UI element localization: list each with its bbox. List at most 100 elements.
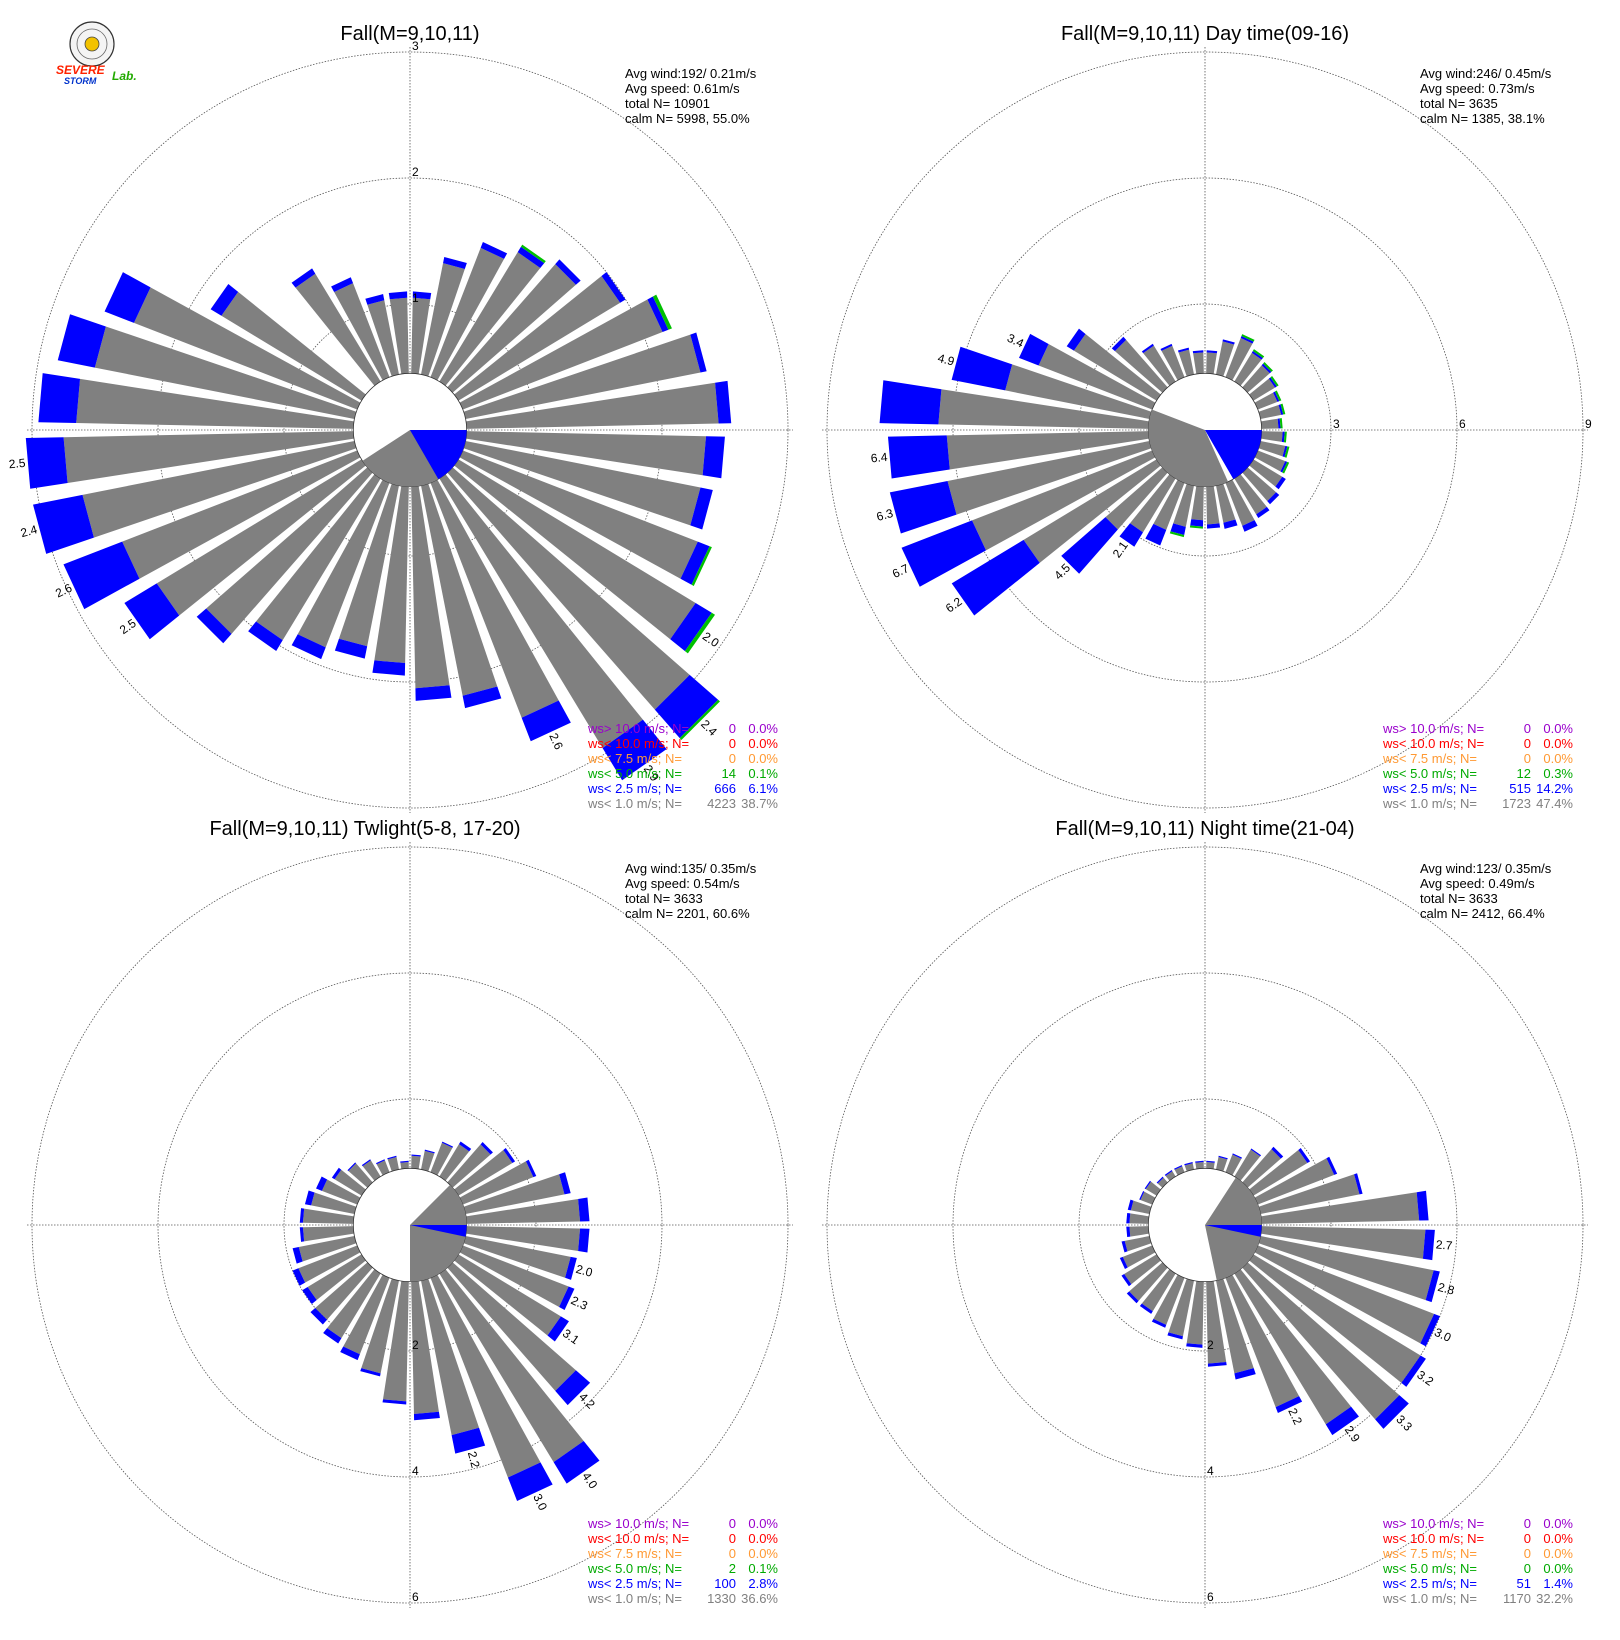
bar-value-label: 2.8 (1436, 1280, 1456, 1298)
range-ring (952, 177, 1458, 683)
wind-bar-segment (327, 1269, 381, 1339)
bar-value-label: 2.0 (574, 1262, 594, 1280)
wind-bar-segment (1169, 531, 1185, 538)
ring-label: 6 (1459, 417, 1466, 431)
legend-count: 12 (1517, 766, 1531, 781)
legend-percent: 36.6% (741, 1591, 778, 1606)
wind-bar-segment (256, 474, 381, 641)
wind-bar-segment (63, 541, 140, 610)
wind-bar-segment (1274, 390, 1282, 402)
wind-bar-segment (1326, 1156, 1338, 1175)
wind-bar-segment (1126, 1226, 1131, 1238)
wind-bar-segment (1144, 1180, 1151, 1190)
wind-bar-segment (411, 1154, 421, 1157)
wind-bar-segment (951, 346, 1013, 391)
wind-bar-segment (1170, 523, 1186, 536)
wind-bar-segment (122, 450, 361, 579)
legend-count: 1723 (1502, 796, 1531, 811)
mean-wind-direction-sector (410, 1225, 467, 1237)
wind-bar-segment (1280, 403, 1286, 415)
bar-value-label: 3.0 (1432, 1325, 1453, 1345)
wind-bar-segment (124, 583, 180, 640)
stat-line: Avg speed: 0.49m/s (1420, 876, 1535, 891)
wind-bar-segment (1283, 431, 1287, 443)
logo-text-severe: SEVERE (56, 63, 106, 77)
stat-line: Avg speed: 0.61m/s (625, 81, 740, 96)
wind-bar-segment (387, 1155, 397, 1160)
wind-bar-segment (1254, 392, 1278, 410)
wind-bar-segment (57, 314, 106, 368)
wind-bar-segment (1225, 1154, 1242, 1176)
wind-bar-segment (411, 1155, 421, 1169)
wind-bar-segment (1284, 446, 1290, 458)
wind-bar-segment (1271, 1146, 1284, 1159)
wind-bar-segment (1425, 1270, 1440, 1303)
chart-title: Fall(M=9,10,11) Twlight(5-8, 17-20) (209, 818, 520, 840)
wind-bar-segment (315, 1262, 373, 1320)
legend-count: 515 (1509, 781, 1531, 796)
wind-bar-segment (340, 1346, 360, 1361)
wind-bar-segment (430, 1274, 541, 1478)
wind-bar-segment (1218, 1155, 1228, 1160)
legend-percent: 0.0% (1543, 751, 1573, 766)
wind-bar-segment (1234, 352, 1262, 386)
legend-label: ws< 2.5 m/s; N= (587, 1576, 682, 1591)
wind-bar-segment (361, 1159, 371, 1167)
legend-count: 51 (1517, 1576, 1531, 1591)
wind-bar-segment (33, 494, 94, 554)
wind-bar-segment (1234, 474, 1267, 515)
wind-bar-segment (1261, 1192, 1420, 1224)
range-ring (283, 1098, 537, 1352)
wind-bar-segment (1141, 1269, 1176, 1312)
wind-bar-segment (1145, 523, 1167, 546)
wind-bar-segment (680, 541, 710, 585)
legend-percent: 6.1% (748, 781, 778, 796)
wind-bar-segment (321, 1179, 361, 1205)
ring-label: 2 (1207, 1338, 1214, 1352)
wind-bar-segment (291, 268, 316, 288)
wind-bar-segment (1263, 362, 1273, 372)
wind-bar-segment (389, 297, 409, 374)
wind-bar-segment (430, 479, 559, 718)
bar-value-label: 2.4 (698, 717, 720, 739)
wind-bar-segment (334, 638, 368, 659)
range-ring (31, 51, 789, 809)
wind-rose-plot-area (822, 842, 1588, 1608)
legend-percent: 0.0% (748, 1546, 778, 1561)
wind-bar-segment (439, 1269, 584, 1463)
wind-bar-segment (1278, 404, 1284, 415)
legend-count: 0 (729, 736, 736, 751)
wind-bar-segment (879, 380, 942, 425)
legend-count: 0 (729, 721, 736, 736)
wind-bar-segment (1281, 431, 1285, 443)
wind-bar-segment (1153, 1274, 1185, 1325)
wind-bar-segment (555, 1370, 591, 1406)
legend-label: ws< 7.5 m/s; N= (1382, 1546, 1477, 1561)
wind-bar-segment (447, 1262, 576, 1391)
wind-bar-segment (365, 294, 385, 305)
wind-bar-segment (463, 441, 701, 526)
wind-bar-segment (297, 479, 390, 648)
wind-bar-segment (1242, 520, 1258, 532)
legend-percent: 0.0% (748, 751, 778, 766)
wind-bar-segment (298, 1236, 357, 1262)
wind-bar-segment (1165, 1171, 1176, 1181)
wind-bar-segment (361, 1278, 399, 1374)
legend-count: 0 (1524, 1516, 1531, 1531)
legend-label: ws< 5.0 m/s; N= (587, 1561, 682, 1576)
legend-percent: 0.0% (1543, 736, 1573, 751)
wind-bar-segment (400, 1162, 409, 1169)
stat-line: Avg speed: 0.73m/s (1420, 81, 1535, 96)
wind-bar-segment (1249, 1149, 1308, 1196)
bar-value-label: 4.9 (936, 351, 956, 369)
legend-label: ws< 2.5 m/s; N= (1382, 1576, 1477, 1591)
wind-bar-segment (1234, 1149, 1261, 1181)
wind-bar-segment (1258, 404, 1282, 419)
wind-bar-segment (424, 1149, 435, 1154)
wind-bar-segment (421, 483, 498, 696)
wind-bar-segment (1354, 1173, 1363, 1195)
wind-bar-segment (454, 1149, 513, 1196)
wind-bar-segment (334, 283, 390, 381)
bar-value-label: 2.2 (465, 1450, 483, 1470)
wind-bar-segment (388, 291, 408, 300)
